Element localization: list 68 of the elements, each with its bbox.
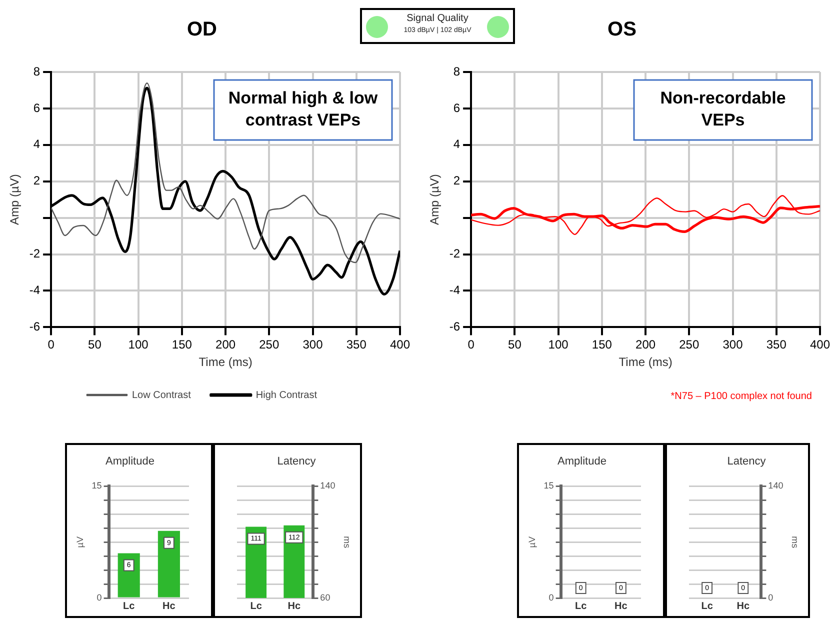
x-tick-label: 250	[259, 338, 280, 352]
line-series	[51, 82, 400, 264]
x-tick-label: 0	[468, 338, 475, 352]
x-tick-label: 200	[636, 338, 656, 352]
x-axis-title: Time (ms)	[198, 355, 252, 370]
y2-axis-title: ms	[790, 536, 800, 549]
x-tick-label: Hc	[288, 600, 301, 612]
y-tick-label: -4	[449, 283, 460, 298]
y-tick-label: 8	[33, 64, 40, 78]
x-tick-label: Lc	[575, 600, 588, 612]
text: *N75 – P100 complex not found	[670, 390, 812, 402]
y-tick-label: 4	[453, 137, 460, 152]
x-tick-label: 300	[722, 338, 744, 352]
legend-label: High Contrast	[256, 390, 318, 401]
y-tick-label: -6	[29, 320, 40, 334]
y-tick-label: 6	[33, 100, 40, 115]
x-tick-label: 150	[592, 338, 612, 352]
y2-tick-label: 60	[320, 592, 330, 602]
legend-label: Low Contrast	[132, 390, 192, 401]
y-axis-title: µV	[526, 536, 537, 548]
x-tick-label: 400	[810, 338, 830, 352]
chart-title: OD	[187, 18, 217, 41]
x-tick-label: 300	[302, 338, 324, 352]
x-tick-label: 350	[766, 338, 787, 352]
y-tick-label: 6	[453, 100, 460, 115]
y-tick-label: -4	[29, 283, 40, 298]
chart-title: Latency	[727, 456, 766, 468]
x-tick-label: 0	[48, 338, 55, 352]
x-tick-label: 100	[128, 338, 149, 352]
y-tick-label: 15	[544, 480, 554, 491]
y-tick-label: 15	[92, 480, 102, 491]
x-tick-label: Lc	[123, 600, 136, 612]
x-tick-label: 250	[679, 338, 700, 352]
x-tick-label: Lc	[701, 600, 714, 612]
y-axis-title: Amp (µV)	[428, 174, 442, 226]
y-axis-title: µV	[74, 536, 85, 548]
x-tick-label: Hc	[614, 600, 628, 612]
x-tick-label: Hc	[736, 600, 750, 612]
chart-title: Amplitude	[558, 456, 606, 468]
text: Signal Quality	[406, 12, 470, 24]
y-tick-label: -6	[449, 320, 460, 334]
chart-title: Latency	[277, 456, 316, 468]
y-tick-label: 4	[33, 137, 40, 152]
x-tick-label: 350	[346, 338, 367, 352]
y-tick-label: 2	[33, 174, 40, 188]
y2-tick-label: 0	[768, 592, 774, 602]
y2-axis-title: ms	[342, 536, 352, 549]
chart-title: Amplitude	[106, 456, 154, 468]
x-tick-label: 100	[548, 338, 569, 352]
annotation: Normal high & low contrast VEPs	[228, 88, 378, 130]
y-tick-label: 8	[453, 64, 460, 78]
x-axis-title: Time (ms)	[618, 355, 672, 370]
y-tick-label: -2	[29, 246, 40, 261]
annotation: Non-recordable VEPs	[660, 88, 786, 130]
chart-title: OS	[608, 18, 636, 41]
x-tick-label: 200	[216, 338, 236, 352]
y-tick-label: 2	[453, 174, 460, 188]
y2-tick-label: 140	[320, 480, 336, 491]
x-tick-label: 150	[172, 338, 192, 352]
y-tick-label: -2	[449, 246, 460, 261]
x-tick-label: Lc	[250, 600, 262, 612]
x-tick-label: Hc	[162, 600, 176, 612]
x-tick-label: 400	[390, 338, 410, 352]
x-tick-label: 50	[508, 338, 522, 352]
y-axis-title: Amp (µV)	[8, 174, 22, 226]
y2-tick-label: 140	[768, 480, 784, 491]
x-tick-label: 50	[88, 338, 102, 352]
line-series	[471, 194, 820, 236]
